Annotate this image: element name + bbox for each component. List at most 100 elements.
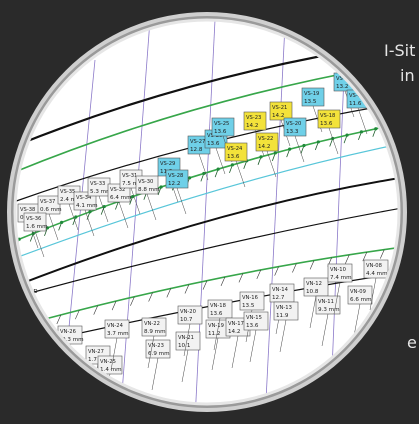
leader-line xyxy=(183,323,191,357)
background-text-3: e xyxy=(407,333,417,352)
lower-station-label: VN-22 8.9 mm xyxy=(141,317,167,369)
station-label-value: 9.3 mm xyxy=(318,307,340,313)
station-label-id: VN-19 xyxy=(208,323,224,329)
station-label-value: 6.4 mm xyxy=(110,195,132,201)
station-label-value: 8.8 mm xyxy=(138,187,160,193)
station-label-value: 11.2 xyxy=(208,331,220,337)
station-label-id: VN-21 xyxy=(178,335,194,341)
station-tick xyxy=(202,280,208,290)
station-label-value: 13.6 xyxy=(320,121,333,127)
station-tick xyxy=(415,245,419,254)
upper-station-label: VS-20 13.3 xyxy=(283,117,307,163)
lower-station-label: VN-14 12.7 xyxy=(269,283,295,335)
station-label-value: 6.6 mm xyxy=(350,297,372,303)
station-label-id: VN-16 xyxy=(242,295,258,301)
station-label-id: VN-08 xyxy=(366,263,382,269)
lower-station-label: VN-11 9.3 mm xyxy=(315,295,341,347)
station-label-id: VN-17 xyxy=(228,321,244,327)
upper-station-label: VS-23 14.2 xyxy=(243,111,267,157)
station-point xyxy=(230,163,235,167)
station-label-value: 11.9 xyxy=(276,313,289,319)
station-tick xyxy=(292,263,297,273)
station-point xyxy=(187,176,192,180)
station-label-value: 2.4 mm xyxy=(60,197,82,203)
leader-line xyxy=(333,281,341,315)
station-label-id: VS-32 xyxy=(110,187,125,193)
station-label-value: 13.6 xyxy=(214,129,227,135)
station-label-id: VS-30 xyxy=(138,179,153,185)
station-tick xyxy=(111,300,117,311)
upper-station-label: VS-28 12.2 xyxy=(165,169,189,215)
background-text-2: in xyxy=(400,66,415,85)
station-point xyxy=(359,130,364,134)
lower-station-label: VN-15 13.6 xyxy=(243,311,269,363)
station-tick xyxy=(256,269,262,280)
leader-line xyxy=(309,295,317,329)
leader-line xyxy=(118,201,129,229)
station-label-id: VS-31 xyxy=(122,173,137,179)
station-label-value: 11.6 xyxy=(349,101,362,107)
leader-line xyxy=(249,329,257,363)
lower-station-label: VN-13 11.9 xyxy=(273,301,299,353)
station-label-id: VS-19 xyxy=(304,91,319,97)
station-point xyxy=(3,243,6,246)
station-label-id: VS-29 xyxy=(160,161,175,167)
upper-station-label: VS-24 13.6 xyxy=(224,142,248,188)
station-label-id: VS-34 xyxy=(76,195,92,201)
grid-line xyxy=(119,20,151,404)
station-label-id: VN-24 xyxy=(107,323,124,329)
station-point xyxy=(74,215,78,219)
lens-rim xyxy=(13,18,401,406)
upper-station-label: VS-22 14.2 xyxy=(255,132,279,178)
leader-line xyxy=(353,303,361,337)
station-label-value: 10.1 xyxy=(178,343,191,349)
leader-line xyxy=(231,335,239,369)
upper-station-label: VS-30 8.8 mm xyxy=(135,175,160,221)
upper-station-label: VS-21 14.2 xyxy=(269,101,293,147)
station-label-value: 3.7 mm xyxy=(107,331,129,337)
station-tick xyxy=(402,123,405,131)
station-label-value: 13.5 xyxy=(242,303,255,309)
station-label-id: VN-12 xyxy=(306,281,322,287)
station-point xyxy=(45,226,50,230)
leader-line xyxy=(146,193,157,221)
station-tick xyxy=(56,314,62,325)
station-label-value: 13.6 xyxy=(210,311,223,317)
leader-line xyxy=(213,317,221,351)
alignment-curve xyxy=(15,204,399,301)
station-label-value: 4.4 mm xyxy=(366,271,388,277)
grid-line xyxy=(194,20,216,404)
station-tick xyxy=(379,249,385,259)
leader-line xyxy=(211,337,219,371)
leader-line xyxy=(181,349,189,383)
station-label-id: VS-21 xyxy=(272,105,287,111)
station-tick xyxy=(362,251,368,262)
station-point xyxy=(102,204,106,209)
station-point xyxy=(131,194,135,199)
station-label-value: 14.2 xyxy=(246,123,258,129)
leader-line xyxy=(357,107,368,135)
station-label-value: 12.2 xyxy=(168,181,180,187)
station-label-id: VS-27 xyxy=(190,139,205,145)
station-label-id: VN-25 xyxy=(100,359,116,365)
station-label-value: 12.8 xyxy=(190,147,203,153)
station-point xyxy=(345,133,349,137)
station-label-value: 13.5 xyxy=(304,99,317,105)
station-label-value: 10.8 xyxy=(306,289,319,295)
station-point xyxy=(216,167,220,171)
grid-line xyxy=(264,24,286,404)
leader-line xyxy=(369,277,377,311)
station-label-id: VN-22 xyxy=(144,321,160,327)
station-tick xyxy=(19,324,24,334)
background-text-1: I-Sit xyxy=(384,41,416,60)
upper-station-label: VS-34 4.1 mm xyxy=(73,191,98,237)
station-label-value: 4.1 mm xyxy=(76,203,98,209)
leader-line xyxy=(68,203,79,231)
station-tick xyxy=(130,296,135,306)
station-tick xyxy=(309,260,315,270)
leader-line xyxy=(84,209,95,237)
station-label-value: 5.3 mm xyxy=(90,189,112,195)
